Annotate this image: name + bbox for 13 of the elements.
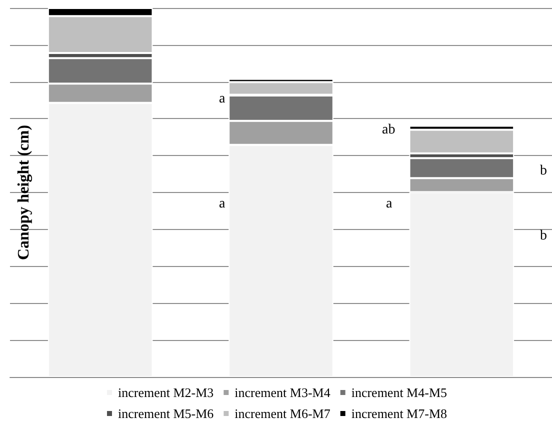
annotation: a	[219, 196, 226, 212]
legend-label: increment M6-M7	[234, 406, 331, 421]
legend-label: increment M7-M8	[351, 406, 448, 421]
annotation: ab	[382, 122, 396, 138]
annotation: a	[386, 196, 393, 212]
annotation: a	[219, 92, 226, 106]
annotation: b	[540, 228, 547, 244]
legend-label: increment M4-M5	[351, 385, 448, 400]
legend-label: increment M5-M6	[118, 406, 214, 421]
annotation: b	[540, 164, 547, 178]
y-axis-title: Canopy height (cm)	[16, 124, 32, 260]
legend-label: increment M2-M3	[118, 385, 214, 400]
legend-label: increment M3-M4	[234, 385, 331, 400]
